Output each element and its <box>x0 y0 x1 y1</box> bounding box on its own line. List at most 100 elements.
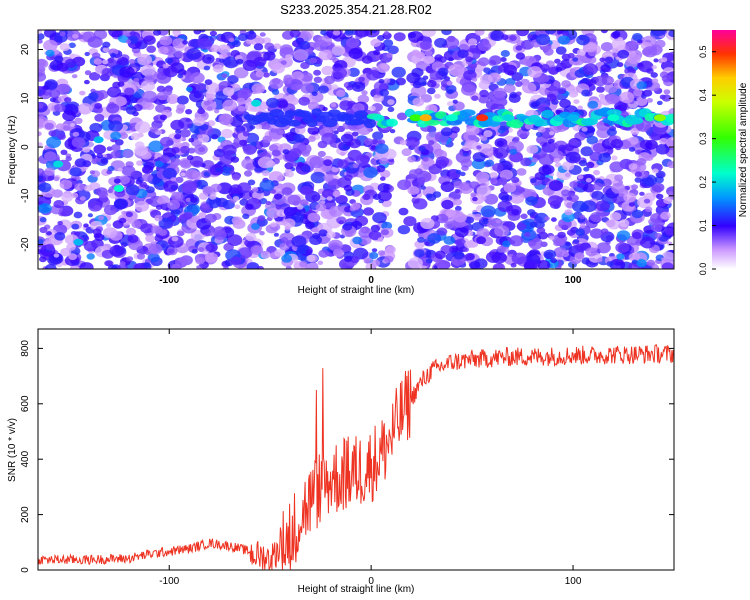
heatmap-cell <box>74 158 87 168</box>
heatmap-cell <box>386 52 393 58</box>
heatmap-cell <box>219 58 225 63</box>
heatmap-cell <box>293 133 305 143</box>
heatmap-cell <box>113 198 129 210</box>
heatmap-cell <box>377 190 392 202</box>
heatmap-cell <box>158 217 174 229</box>
heatmap-cell <box>605 94 620 105</box>
heatmap-cell <box>175 129 182 134</box>
heatmap-cell <box>554 58 561 64</box>
heatmap-cell <box>69 53 76 59</box>
heatmap-cell <box>414 249 425 258</box>
heatmap-cell <box>45 263 57 269</box>
heatmap-cell <box>656 193 664 200</box>
colorbar <box>712 30 736 269</box>
colorbar-tick-label: 0.4 <box>698 89 708 102</box>
heatmap-cell <box>644 154 654 161</box>
heatmap-cell <box>198 247 205 253</box>
heatmap-cell <box>182 40 189 45</box>
heatmap-cell <box>262 37 272 45</box>
heatmap-cell <box>228 37 235 43</box>
heatmap-cell <box>263 72 270 78</box>
heatmap-cell <box>330 102 337 108</box>
heatmap-cell <box>410 85 427 98</box>
heatmap-cell <box>203 100 211 106</box>
heatmap-cell <box>147 252 160 263</box>
heatmap-cell <box>435 156 450 167</box>
heatmap-cell <box>166 95 178 105</box>
heatmap-cell <box>209 194 217 200</box>
heatmap-cell <box>478 57 490 67</box>
heatmap-cell <box>646 98 653 103</box>
heatmap-cell <box>484 193 499 205</box>
heatmap-cell <box>611 38 626 50</box>
heatmap-cell <box>87 36 103 48</box>
heatmap-cell <box>271 89 280 95</box>
heatmap-cell <box>222 87 235 96</box>
heatmap-cell <box>108 30 124 38</box>
heatmap-cell <box>369 251 379 260</box>
heatmap-cell <box>511 209 520 216</box>
heatmap-cell <box>176 95 189 105</box>
heatmap-cell <box>154 215 163 222</box>
heatmap-cell <box>639 191 645 196</box>
heatmap-cell <box>346 85 353 91</box>
heatmap-cell <box>335 195 348 205</box>
heatmap-cell <box>370 145 377 150</box>
snr-y-tick-label: 800 <box>20 340 31 357</box>
heatmap-cell <box>170 177 177 182</box>
heatmap-cell <box>609 161 624 173</box>
heatmap-cell <box>98 190 109 199</box>
heatmap-cell <box>530 178 537 184</box>
snr-y-ticks: 0 200 400 600 800 <box>20 340 674 573</box>
heatmap-cell <box>464 241 474 249</box>
heatmap-cell <box>489 172 498 179</box>
heatmap-cell <box>71 137 86 148</box>
heatmap-cell <box>476 145 482 150</box>
heatmap-cell <box>229 184 243 195</box>
heatmap-cell <box>628 252 641 262</box>
heatmap-cell <box>322 106 328 112</box>
heatmap-cell <box>125 184 140 196</box>
heatmap-cell <box>274 249 285 257</box>
heatmap-cell <box>177 73 184 79</box>
heatmap-cell <box>189 90 205 103</box>
heatmap-cell <box>149 126 159 133</box>
heatmap-cell <box>71 74 78 79</box>
heatmap-cell <box>660 211 671 220</box>
heatmap-cell <box>498 177 508 185</box>
heatmap-cell <box>79 90 86 96</box>
heatmap-cell <box>553 240 561 247</box>
heatmap-cell <box>605 219 616 228</box>
heatmap-cell <box>309 57 318 64</box>
heatmap-cell <box>283 218 296 228</box>
heatmap-cell <box>46 136 62 149</box>
heatmap-y-tick-label: 10 <box>20 92 31 104</box>
heatmap-cell <box>352 236 363 245</box>
heatmap-cell <box>283 206 297 217</box>
heatmap-cell <box>419 40 432 50</box>
heatmap-cell <box>472 152 486 163</box>
heatmap-cell <box>368 230 382 241</box>
heatmap-cell <box>307 126 320 135</box>
heatmap-cell <box>242 131 250 137</box>
heatmap-cell <box>515 52 526 60</box>
heatmap-cell <box>345 141 352 147</box>
heatmap-cell <box>509 235 524 247</box>
heatmap-cell <box>340 151 346 156</box>
heatmap-cell <box>389 129 396 134</box>
heatmap-cell <box>421 30 436 38</box>
heatmap-cell <box>305 249 313 255</box>
heatmap-cell <box>288 148 302 158</box>
heatmap-cell <box>534 212 549 224</box>
heatmap-cell <box>107 188 114 194</box>
heatmap-cell <box>146 45 156 53</box>
heatmap-cell <box>60 149 68 155</box>
heatmap-cell <box>628 163 638 171</box>
heatmap-cell <box>281 254 292 263</box>
heatmap-cell <box>141 90 158 103</box>
heatmap-cell <box>428 140 435 146</box>
heatmap-cell <box>59 179 73 190</box>
heatmap-cell <box>531 102 538 108</box>
heatmap-cell <box>553 81 561 87</box>
heatmap-cell <box>143 262 151 268</box>
